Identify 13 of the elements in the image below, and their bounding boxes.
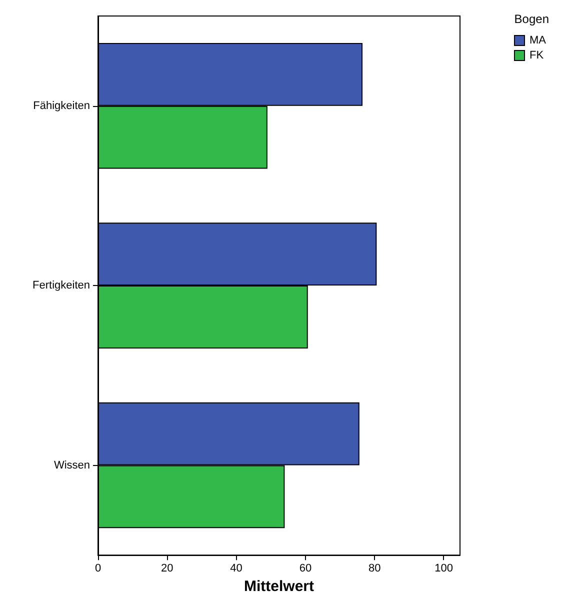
x-tick-label: 100 xyxy=(434,562,453,575)
y-tick-label: Wissen xyxy=(54,459,90,472)
y-tick-label: Fähigkeiten xyxy=(33,100,90,112)
legend-title: Bogen xyxy=(514,12,550,26)
legend-label: MA xyxy=(530,34,547,46)
x-tick-label: 20 xyxy=(161,562,174,575)
legend-label: FK xyxy=(530,50,544,62)
x-axis-title: Mittelwert xyxy=(244,578,314,595)
y-tick-label: Fertigkeiten xyxy=(32,280,90,292)
x-tick-label: 40 xyxy=(230,562,242,575)
x-tick-label: 60 xyxy=(299,562,312,575)
x-tick-label: 80 xyxy=(368,562,381,575)
x-tick-label: 0 xyxy=(94,562,102,575)
